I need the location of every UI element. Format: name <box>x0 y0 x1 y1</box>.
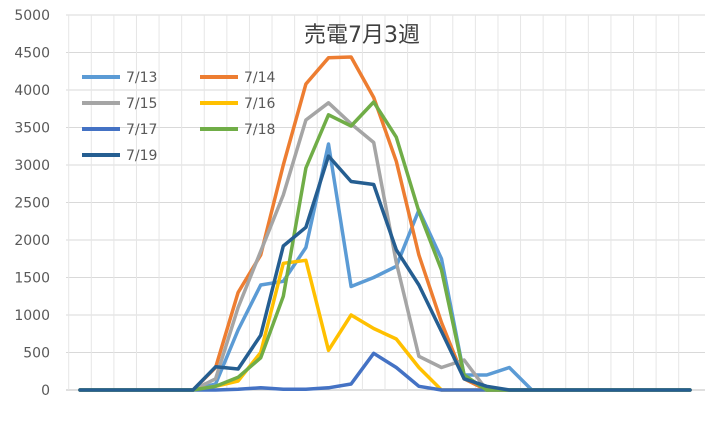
legend-label: 7/19 <box>126 148 157 164</box>
legend-label: 7/14 <box>244 70 276 86</box>
gridlines <box>66 14 705 391</box>
legend-item-7-15: 7/15 <box>82 96 157 112</box>
legend-label: 7/16 <box>244 96 276 112</box>
legend-item-7-14: 7/14 <box>200 70 276 86</box>
legend-label: 7/17 <box>126 122 157 138</box>
y-tick-label: 4000 <box>14 83 50 99</box>
legend-label: 7/18 <box>244 122 275 138</box>
legend-label: 7/15 <box>126 96 157 112</box>
y-tick-label: 5000 <box>14 8 50 24</box>
legend-label: 7/13 <box>126 70 157 86</box>
y-tick-label: 3000 <box>14 158 50 174</box>
legend-item-7-19: 7/19 <box>82 148 157 164</box>
chart-title: 売電7月3週 <box>304 23 420 48</box>
y-tick-label: 1000 <box>14 308 50 324</box>
y-tick-label: 4500 <box>14 46 50 62</box>
y-tick-label: 1500 <box>14 271 50 287</box>
legend: 7/13 7/14 7/15 7/16 7/17 7/18 7/19 <box>82 70 276 164</box>
legend-item-7-16: 7/16 <box>200 96 276 112</box>
y-tick-label: 2000 <box>14 233 50 249</box>
y-tick-label: 500 <box>23 346 50 362</box>
legend-item-7-13: 7/13 <box>82 70 157 86</box>
series-line-7-19 <box>78 154 692 392</box>
y-tick-label: 0 <box>41 383 50 399</box>
y-tick-label: 3500 <box>14 121 50 137</box>
legend-item-7-17: 7/17 <box>82 122 157 138</box>
y-tick-labels: 0 500 1000 1500 2000 2500 3000 3500 4000 4500 5000 <box>14 8 50 399</box>
y-tick-label: 2500 <box>14 196 50 212</box>
series-lines <box>78 55 692 392</box>
legend-item-7-18: 7/18 <box>200 122 275 138</box>
